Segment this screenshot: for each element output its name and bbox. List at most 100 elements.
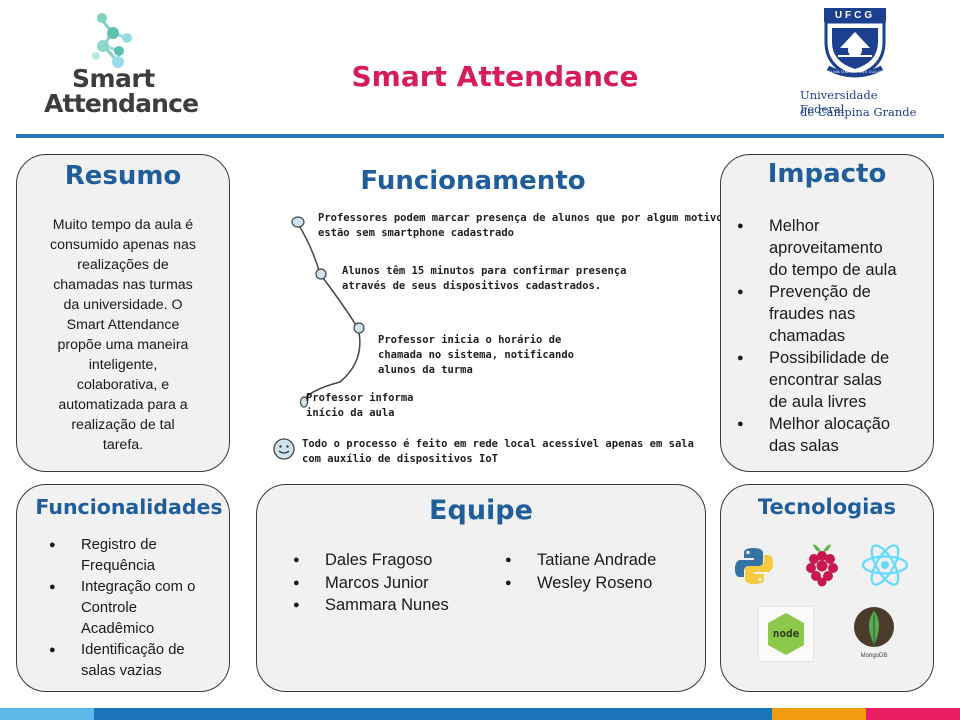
resumo-line: chamadas nas turmas — [53, 277, 193, 293]
resumo-line: inteligente, — [88, 357, 158, 373]
resumo-line: propõe uma maneira — [57, 337, 189, 353]
timeline-node — [315, 268, 327, 280]
resumo-line: colaborativa, e — [76, 377, 170, 393]
footer-segment-orange — [772, 708, 866, 720]
impacto-line: chamadas — [769, 327, 846, 345]
funcionalidades-title: Funcionalidades — [35, 495, 223, 519]
note-line: com auxílio de dispositivos IoT — [302, 453, 498, 465]
impacto-line: Possibilidade de — [769, 349, 890, 367]
funcionalidade-line: Frequência — [81, 558, 156, 574]
equipe-title: Equipe — [429, 495, 533, 526]
smart-attendance-logo: Smart Attendance — [40, 10, 199, 120]
resumo-title: Resumo — [64, 161, 182, 191]
impacto-list: Melhor aproveitamento do tempo de aula P… — [733, 215, 897, 457]
resumo-line: consumido apenas nas — [50, 237, 196, 253]
step-line: Professores podem marcar presença de alu… — [318, 212, 723, 224]
step-line: Professor informa — [306, 392, 414, 404]
timeline-diagram — [291, 216, 365, 408]
impacto-line: das salas — [769, 437, 839, 455]
team-member: Dales Fragoso — [289, 549, 449, 572]
node-label: node — [772, 627, 800, 640]
tecnologias-panel: Tecnologias node — [720, 484, 934, 692]
funcionalidade-line: Integração com o — [81, 579, 196, 595]
equipe-col1: Dales Fragoso Marcos Junior Sammara Nune… — [289, 549, 449, 617]
step-2: Alunos têm 15 minutos para confirmar pre… — [342, 264, 626, 294]
timeline-node — [291, 216, 305, 228]
step-line: alunos da turma — [378, 364, 473, 376]
node-hexagon-shape — [768, 613, 804, 655]
funcionalidade-line: Controle — [81, 600, 137, 616]
mongodb-label: MongoDB — [860, 653, 888, 659]
header-divider — [16, 134, 944, 138]
funcionalidade-item: Integração com o Controle Acadêmico — [45, 577, 195, 640]
team-member: Sammara Nunes — [289, 594, 449, 617]
mongodb-leaf-shape — [854, 607, 894, 647]
logo-text-smart: Smart — [72, 64, 155, 93]
impacto-line: encontrar salas — [769, 371, 882, 389]
resumo-line: realização de tal — [71, 417, 175, 433]
impacto-item: Prevenção de fraudes nas chamadas — [733, 281, 897, 347]
funcionalidade-item: Registro de Frequência — [45, 535, 195, 577]
footer-segment-blue — [94, 708, 772, 720]
ufcg-logo: UFCG ALMA OMNES LUX LUCIS Universidade F… — [790, 6, 920, 124]
page-title: Smart Attendance — [351, 60, 639, 93]
timeline-node — [353, 322, 365, 334]
step-line: chamada no sistema, notificando — [378, 349, 574, 361]
funcionalidade-line: Acadêmico — [81, 621, 155, 637]
impacto-line: fraudes nas — [769, 305, 856, 323]
step-4: Professor informa início da aula — [306, 391, 413, 421]
impacto-title: Impacto — [767, 159, 887, 189]
raspberry-pi-logo-icon — [806, 544, 838, 587]
funcionalidade-line: salas vazias — [81, 663, 162, 679]
smiley-icon — [273, 438, 295, 460]
python-logo-icon — [735, 548, 773, 584]
step-line: Alunos têm 15 minutos para confirmar pre… — [342, 265, 627, 277]
tecnologias-title: Tecnologias — [757, 495, 897, 519]
team-member: Wesley Roseno — [501, 572, 656, 595]
ufcg-motto: ALMA OMNES LUX LUCIS — [827, 69, 883, 74]
university-name-line2: de Campina Grande — [800, 105, 917, 119]
step-1: Professores podem marcar presença de alu… — [318, 211, 723, 241]
impacto-line: Melhor — [769, 217, 820, 235]
university-name-line1: Universidade Federal — [800, 88, 878, 116]
resumo-line: Smart Attendance — [66, 317, 180, 333]
resumo-line: da universidade. O — [63, 297, 183, 313]
footer-segment-pink — [866, 708, 960, 720]
university-seal-icon — [824, 8, 886, 78]
impacto-line: Prevenção de — [769, 283, 871, 301]
ufcg-acronym: UFCG — [834, 10, 876, 21]
resumo-line: Muito tempo da aula é — [52, 217, 194, 233]
step-line: estão sem smartphone cadastrado — [318, 227, 514, 239]
step-line: início da aula — [306, 407, 395, 419]
funcionalidades-list: Registro de Frequência Integração com o … — [45, 535, 195, 682]
funcionalidades-panel: Funcionalidades Registro de Frequência I… — [16, 484, 230, 692]
timeline-line — [297, 223, 361, 401]
funcionalidade-line: Identificação de — [81, 642, 185, 658]
impacto-item: Possibilidade de encontrar salas de aula… — [733, 347, 897, 413]
impacto-line: de aula livres — [769, 393, 867, 411]
impacto-item: Melhor aproveitamento do tempo de aula — [733, 215, 897, 281]
impacto-line: do tempo de aula — [769, 261, 897, 279]
funcionalidade-item: Identificação de salas vazias — [45, 640, 195, 682]
mongodb-logo-icon: MongoDB — [851, 605, 897, 665]
logo-text-attendance: Attendance — [44, 89, 199, 118]
resumo-text: Muito tempo da aula é consumido apenas n… — [17, 215, 229, 455]
footer-segment-light-blue — [0, 708, 94, 720]
resumo-panel: Resumo Muito tempo da aula é consumido a… — [16, 154, 230, 472]
impacto-line: Melhor alocação — [769, 415, 891, 433]
resumo-line: tarefa. — [102, 437, 144, 453]
step-line: através de seus dispositivos cadastrados… — [342, 280, 602, 292]
funcionamento-title: Funcionamento — [360, 166, 586, 196]
funcionalidade-line: Registro de — [81, 537, 157, 553]
timeline-node — [299, 396, 309, 408]
resumo-line: realizações de — [77, 257, 169, 273]
step-line: Professor inicia o horário de — [378, 334, 562, 346]
impacto-panel: Impacto Melhor aproveitamento do tempo d… — [720, 154, 934, 472]
team-member: Marcos Junior — [289, 572, 449, 595]
equipe-panel: Equipe Dales Fragoso Marcos Junior Samma… — [256, 484, 706, 692]
equipe-col2: Tatiane Andrade Wesley Roseno — [501, 549, 656, 594]
nodejs-logo-icon: node — [759, 607, 813, 661]
react-logo-icon — [861, 544, 909, 586]
process-note: Todo o processo é feito em rede local ac… — [302, 437, 694, 467]
team-member: Tatiane Andrade — [501, 549, 656, 572]
